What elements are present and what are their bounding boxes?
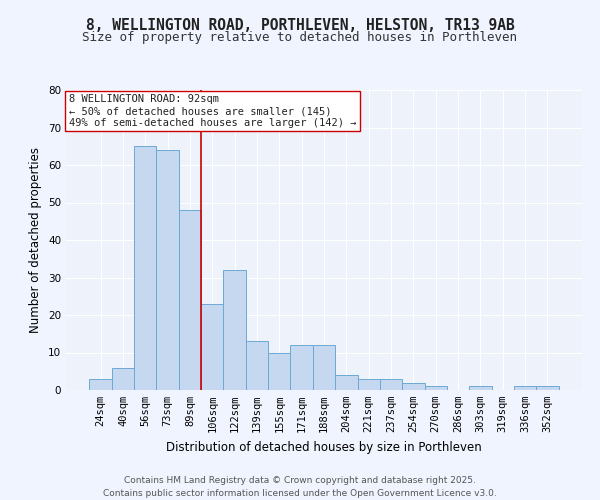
Text: 8 WELLINGTON ROAD: 92sqm
← 50% of detached houses are smaller (145)
49% of semi-: 8 WELLINGTON ROAD: 92sqm ← 50% of detach… [68,94,356,128]
Bar [246,341,268,390]
Bar [201,304,223,390]
Bar [223,270,246,390]
Bar [268,352,290,390]
Bar [536,386,559,390]
Bar [157,150,179,390]
Bar [425,386,447,390]
Bar [335,375,358,390]
Bar [134,146,157,390]
Bar [402,382,425,390]
Bar [514,386,536,390]
Y-axis label: Number of detached properties: Number of detached properties [29,147,43,333]
Text: 8, WELLINGTON ROAD, PORTHLEVEN, HELSTON, TR13 9AB: 8, WELLINGTON ROAD, PORTHLEVEN, HELSTON,… [86,18,514,32]
Text: Size of property relative to detached houses in Porthleven: Size of property relative to detached ho… [83,31,517,44]
Text: Contains HM Land Registry data © Crown copyright and database right 2025.
Contai: Contains HM Land Registry data © Crown c… [103,476,497,498]
Bar [469,386,491,390]
Bar [112,368,134,390]
Bar [179,210,201,390]
Bar [313,345,335,390]
X-axis label: Distribution of detached houses by size in Porthleven: Distribution of detached houses by size … [166,440,482,454]
Bar [290,345,313,390]
Bar [380,379,402,390]
Bar [89,379,112,390]
Bar [358,379,380,390]
